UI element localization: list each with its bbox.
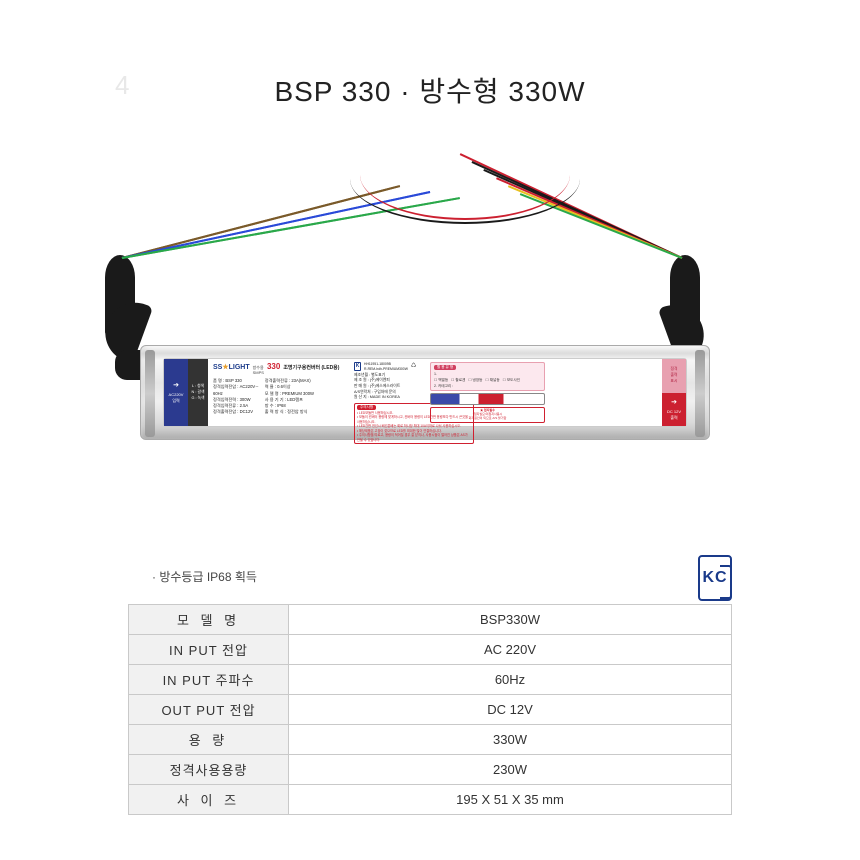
kc-text: KC: [702, 569, 727, 587]
spec-label: IN PUT 전압: [129, 635, 289, 665]
spec-column-2: 정격출력전류 : 23A(MAX)역 율 : 0.6이상모 델 명 : PREM…: [265, 378, 314, 415]
spec-column-3: 제조년월 : 별도표기제 조 원 : (주)에이엔피판 매 원 : (주)에스에…: [354, 373, 424, 401]
spec-line: 역 율 : 0.6이상: [265, 384, 314, 390]
brand-logo: SS★LIGHT: [213, 363, 250, 372]
table-row: IN PUT 전압AC 220V: [129, 635, 732, 665]
usage-item: 백열등: [434, 378, 448, 383]
spec-label: 사 이 즈: [129, 785, 289, 815]
spec-line: 60Hz: [213, 391, 259, 397]
caution-line: • 주의사항을 따르고, 용량이 적어질 경우 잘 닫히나, 사용시점이 떨어진…: [357, 433, 471, 442]
spec-value: BSP330W: [289, 605, 732, 635]
spec-value: 60Hz: [289, 665, 732, 695]
label-subtitle: 조명기구용컨버터 (LED용): [283, 365, 339, 372]
usage-title: 활 용 유 형: [434, 365, 456, 370]
spec-line: 사 용 기 기 : LED램프: [265, 397, 314, 403]
spec-value: 330W: [289, 725, 732, 755]
wire: [350, 179, 580, 224]
kc-mark-small: K: [354, 362, 361, 371]
spec-line: 판 매 원 : (주)에스에스라이트: [354, 384, 424, 389]
output-voltage: DC 12V: [667, 409, 681, 414]
table-row: 정격사용용량230W: [129, 755, 732, 785]
spec-line: 원 산 지 : MADE IN KOREA: [354, 395, 424, 400]
ground-warning: ★ 접지필수 *접지필요/미접지사용시 화재원인이 되므로 A/S 불가함: [430, 407, 545, 423]
usage-item: 할로겐: [451, 378, 465, 383]
spec-line: 방 수 : IP68: [265, 403, 314, 409]
warn-text: *접지필요/미접지사용시 화재원인이 되므로 A/S 불가함: [432, 413, 543, 421]
spec-label: IN PUT 주파수: [129, 665, 289, 695]
output-label: ➔ DC 12V 출력: [662, 393, 686, 427]
power-supply-device: ➔ AC220V 입력 L : 청색 N : 갈색 G : 녹색 SS★LIGH…: [140, 345, 710, 440]
arrow-icon: ➔: [671, 398, 677, 407]
table-row: 모 델 명BSP330W: [129, 605, 732, 635]
legend-line: G : 녹색: [191, 396, 204, 401]
legend-line: N : 갈색: [192, 390, 205, 395]
out-ind-line: 정격: [671, 367, 678, 372]
spec-value: DC 12V: [289, 695, 732, 725]
wiring-diagram: [430, 393, 545, 405]
table-row: OUT PUT 전압DC 12V: [129, 695, 732, 725]
out-ind-line: 표시: [671, 379, 678, 384]
spec-label: 모 델 명: [129, 605, 289, 635]
usage-item: 보도사인: [503, 378, 520, 383]
smps-number: 330: [267, 362, 280, 373]
spec-line: 정격입력전력 : 300W: [213, 397, 259, 403]
input-label: 입력: [172, 398, 179, 403]
spec-value: 230W: [289, 755, 732, 785]
label-body: SS★LIGHT 방수용 SMPS 330 조명기구용컨버터 (LED용) 품 …: [208, 359, 662, 426]
caution-title: 주의사항: [357, 405, 376, 410]
output-text: 출력: [670, 415, 677, 420]
wire-legend: L : 청색 N : 갈색 G : 녹색: [188, 359, 208, 426]
spec-line: 모 델 명 : PREMIUM 300W: [265, 391, 314, 397]
smps-prefix: 방수용 SMPS: [253, 365, 264, 376]
spec-line: 제 조 원 : (주)에이엔피: [354, 378, 424, 383]
output-indicator: 정격 출력 표시: [662, 359, 686, 393]
arrow-icon: ➔: [173, 381, 179, 390]
kc-certification-badge: KC: [698, 555, 732, 601]
spec-column-1: 품 명 : BSP 330정격입력전압 : AC220V∼ 60Hz정격입력전력…: [213, 378, 259, 415]
spec-label: 용 량: [129, 725, 289, 755]
spec-line: 출 력 방 식 : 정전압 방식: [265, 409, 314, 415]
usage-item: 채널등: [485, 378, 499, 383]
legend-line: L : 청색: [192, 384, 204, 389]
output-tab: 정격 출력 표시 ➔ DC 12V 출력: [662, 359, 686, 426]
product-illustration: ➔ AC220V 입력 L : 청색 N : 갈색 G : 녹색 SS★LIGH…: [100, 135, 760, 465]
usage-item: 냉장등: [468, 378, 482, 383]
table-row: 사 이 즈195 X 51 X 35 mm: [129, 785, 732, 815]
usage-box: 활 용 유 형 1. 백열등할로겐냉장등채널등보도사인 2. 카테고리 :: [430, 362, 545, 391]
table-row: IN PUT 주파수60Hz: [129, 665, 732, 695]
spec-line: 정격입력전류 : 2.5A: [213, 403, 259, 409]
out-ind-line: 출력: [671, 373, 678, 378]
spec-line: 정격출력전압 : DC12V: [213, 409, 259, 415]
label-right-block: 활 용 유 형 1. 백열등할로겐냉장등채널등보도사인 2. 카테고리 : ★ …: [430, 362, 545, 423]
spec-line: 정격입력전압 : AC220V∼: [213, 384, 259, 390]
page-title: BSP 330 · 방수형 330W: [0, 70, 860, 110]
input-tab: ➔ AC220V 입력: [164, 359, 188, 426]
spec-table: 모 델 명BSP330WIN PUT 전압AC 220VIN PUT 주파수60…: [128, 604, 732, 815]
device-label: ➔ AC220V 입력 L : 청색 N : 갈색 G : 녹색 SS★LIGH…: [163, 358, 687, 427]
spec-line: A/S연락처 : 구입처에 문의: [354, 390, 424, 395]
spec-label: 정격사용용량: [129, 755, 289, 785]
spec-value: AC 220V: [289, 635, 732, 665]
cert-number: HH11951-18009B R-REM-hdh-PREMIUM300W: [364, 362, 408, 371]
spec-value: 195 X 51 X 35 mm: [289, 785, 732, 815]
category-label: 2. 카테고리 :: [434, 384, 541, 389]
input-voltage: AC220V: [169, 392, 184, 397]
spec-note: · 방수등급 IP68 획득: [152, 568, 257, 585]
table-row: 용 량330W: [129, 725, 732, 755]
spec-label: OUT PUT 전압: [129, 695, 289, 725]
